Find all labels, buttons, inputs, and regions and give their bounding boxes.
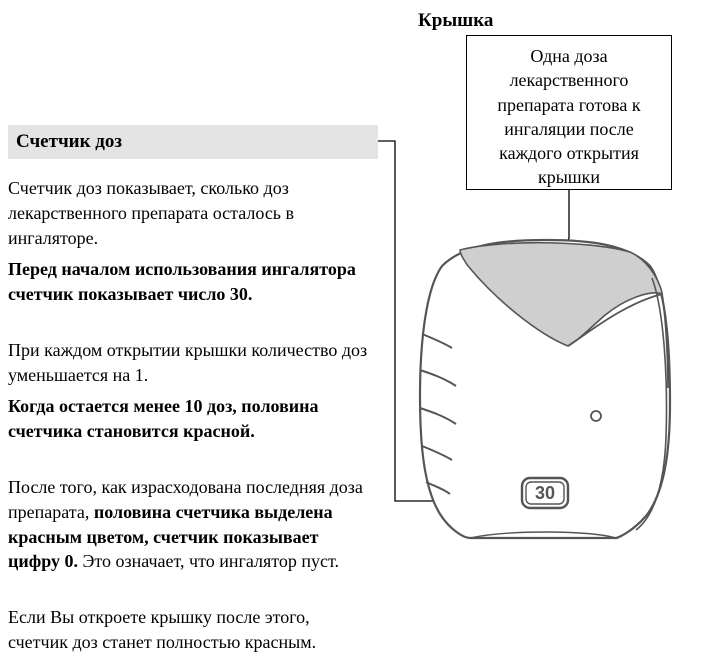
- device-counter-window: 30: [522, 478, 568, 508]
- counter-header: Счетчик доз: [8, 125, 378, 159]
- counter-p3: При каждом открытии крышки количество до…: [8, 338, 373, 388]
- lid-callout-box: Одна доза лекарственного препарата готов…: [466, 35, 672, 190]
- lid-label: Крышка: [418, 10, 618, 32]
- page-root: Крышка Одна доза лекарственного препарат…: [0, 0, 710, 665]
- counter-p6: Если Вы откроете крышку после этого, сче…: [8, 605, 373, 655]
- counter-p2: Перед началом использования ингалятора с…: [8, 257, 373, 307]
- inhaler-device: 30: [418, 238, 673, 543]
- device-counter-value: 30: [535, 483, 555, 503]
- counter-p5-c: Это означает, что ингалятор пуст.: [78, 551, 339, 571]
- counter-p5: После того, как израсходована последняя …: [8, 475, 373, 574]
- counter-p1: Счетчик доз показывает, сколько доз лека…: [8, 176, 373, 250]
- counter-p4: Когда остается менее 10 доз, половина сч…: [8, 394, 373, 444]
